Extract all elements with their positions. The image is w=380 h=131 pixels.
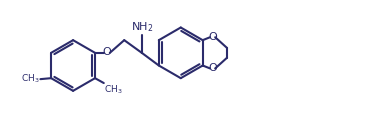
Text: CH$_3$: CH$_3$ [104, 84, 123, 96]
Text: O: O [208, 32, 217, 42]
Text: O: O [102, 47, 111, 57]
Text: CH$_3$: CH$_3$ [21, 73, 40, 85]
Text: O: O [208, 63, 217, 73]
Text: NH$_2$: NH$_2$ [130, 20, 153, 34]
